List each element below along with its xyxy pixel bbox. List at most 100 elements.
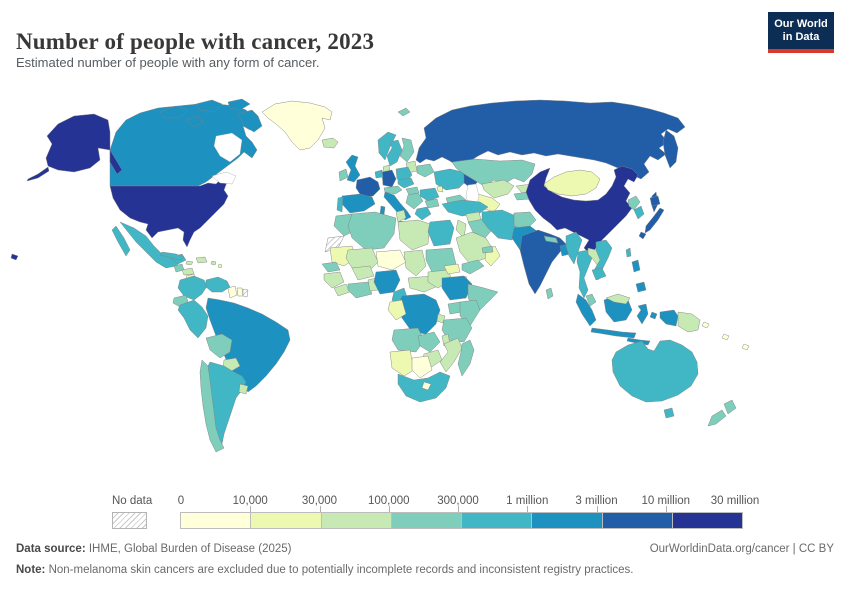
country-lesser-antilles[interactable] xyxy=(217,263,223,269)
country-pacific-island[interactable] xyxy=(701,321,710,329)
country-new-zealand-south[interactable] xyxy=(707,409,727,427)
country-venezuela[interactable] xyxy=(205,276,231,293)
country-taiwan[interactable] xyxy=(625,247,632,258)
country-mexico-baja[interactable] xyxy=(111,225,131,257)
country-sweden[interactable] xyxy=(386,139,403,167)
country-indonesia-sumatra[interactable] xyxy=(575,293,597,327)
country-malaysia[interactable] xyxy=(585,293,597,307)
country-uae[interactable] xyxy=(481,245,494,254)
country-canada-island[interactable] xyxy=(185,115,205,128)
country-cambodia[interactable] xyxy=(591,267,607,281)
country-guyana[interactable] xyxy=(227,285,238,299)
country-philippines-luzon[interactable] xyxy=(631,259,641,273)
country-uzbekistan[interactable] xyxy=(481,179,515,199)
country-lesotho[interactable] xyxy=(421,381,432,391)
country-greenland[interactable] xyxy=(261,100,333,151)
country-svalbard[interactable] xyxy=(397,107,411,117)
country-usa[interactable] xyxy=(109,177,229,248)
legend-bin-swatch[interactable] xyxy=(671,512,743,529)
country-finland[interactable] xyxy=(399,137,415,163)
legend-bin-swatch[interactable] xyxy=(531,512,603,529)
country-egypt[interactable] xyxy=(427,219,455,247)
country-chile[interactable] xyxy=(199,359,225,453)
country-yemen[interactable] xyxy=(461,259,485,275)
legend-bin-swatch[interactable] xyxy=(180,512,252,529)
country-cuba[interactable] xyxy=(159,251,185,261)
country-senegal[interactable] xyxy=(321,261,341,273)
country-jamaica[interactable] xyxy=(185,260,194,266)
country-ukraine[interactable] xyxy=(433,168,468,191)
country-pacific-island[interactable] xyxy=(721,333,730,341)
country-canada[interactable] xyxy=(109,103,258,187)
legend-bin-swatch[interactable] xyxy=(250,512,322,529)
country-kazakhstan[interactable] xyxy=(451,158,536,187)
country-mongolia[interactable] xyxy=(543,169,601,197)
country-indonesia-sulawesi[interactable] xyxy=(636,303,649,325)
country-mozambique[interactable] xyxy=(439,337,463,373)
country-canada-island[interactable] xyxy=(195,99,223,113)
country-sri-lanka[interactable] xyxy=(545,287,554,300)
country-hispaniola[interactable] xyxy=(195,256,208,264)
country-usa-alaska[interactable] xyxy=(45,113,111,173)
country-iceland[interactable] xyxy=(321,137,339,149)
country-east-malaysia[interactable] xyxy=(605,293,631,305)
country-new-zealand-north[interactable] xyxy=(723,399,737,415)
country-indonesia-java[interactable] xyxy=(590,327,637,339)
country-papua-new-guinea[interactable] xyxy=(677,311,701,333)
country-indonesia-west-papua[interactable] xyxy=(659,309,679,327)
country-bulgaria[interactable] xyxy=(424,198,440,209)
country-japan-kyushu[interactable] xyxy=(638,231,647,240)
country-tunisia[interactable] xyxy=(395,209,407,223)
country-norway[interactable] xyxy=(377,131,397,161)
country-romania[interactable] xyxy=(419,187,440,202)
country-japan-hokkaido[interactable] xyxy=(649,195,661,207)
country-madagascar[interactable] xyxy=(457,339,475,377)
country-usa-alaska-panhandle[interactable] xyxy=(109,149,123,175)
country-uk[interactable] xyxy=(345,154,361,183)
country-ivory-coast-ghana[interactable] xyxy=(347,281,373,299)
country-hungary[interactable] xyxy=(405,186,420,196)
owid-logo[interactable]: Our World in Data xyxy=(768,12,834,53)
country-russia-kamchatka[interactable] xyxy=(662,129,679,169)
country-japan-honshu[interactable] xyxy=(644,207,665,234)
country-afghanistan[interactable] xyxy=(513,211,537,231)
country-suriname[interactable] xyxy=(236,287,244,297)
country-germany[interactable] xyxy=(381,169,397,188)
country-canada-baffin[interactable] xyxy=(237,109,263,133)
legend-no-data-swatch[interactable] xyxy=(112,512,147,529)
country-india[interactable] xyxy=(519,229,567,295)
legend-bin-swatch[interactable] xyxy=(601,512,673,529)
country-angola[interactable] xyxy=(391,327,425,353)
country-benelux[interactable] xyxy=(374,169,384,179)
country-tanzania[interactable] xyxy=(441,317,473,343)
country-usa-hawaii[interactable] xyxy=(10,253,19,261)
country-myanmar[interactable] xyxy=(565,231,583,265)
country-greece[interactable] xyxy=(414,206,432,221)
country-portugal[interactable] xyxy=(336,196,344,213)
country-pacific-island[interactable] xyxy=(741,343,750,351)
country-nepal[interactable] xyxy=(543,235,559,244)
country-canada-island[interactable] xyxy=(159,105,189,119)
country-bolivia[interactable] xyxy=(205,333,233,359)
legend-bin-swatch[interactable] xyxy=(320,512,392,529)
owid-credit-link[interactable]: OurWorldinData.org/cancer | CC BY xyxy=(649,543,834,555)
country-namibia[interactable] xyxy=(389,349,415,377)
country-thailand[interactable] xyxy=(576,249,593,299)
country-niger[interactable] xyxy=(375,249,407,271)
country-nigeria[interactable] xyxy=(373,269,401,295)
country-north-korea[interactable] xyxy=(627,195,641,211)
country-belarus[interactable] xyxy=(416,163,435,178)
country-peru[interactable] xyxy=(177,299,209,339)
country-moldova[interactable] xyxy=(436,185,444,193)
country-usa-aleutians[interactable] xyxy=(26,166,50,182)
country-canada-island[interactable] xyxy=(227,98,251,111)
country-australia[interactable] xyxy=(611,339,699,403)
country-switzerland-austria[interactable] xyxy=(383,185,403,195)
country-uruguay[interactable] xyxy=(238,383,249,395)
country-france[interactable] xyxy=(355,176,381,198)
country-french-guiana[interactable] xyxy=(242,288,249,298)
country-australia-tasmania[interactable] xyxy=(663,407,675,419)
country-chad[interactable] xyxy=(403,249,427,277)
legend-bin-swatch[interactable] xyxy=(461,512,533,529)
country-zambia[interactable] xyxy=(417,331,441,353)
